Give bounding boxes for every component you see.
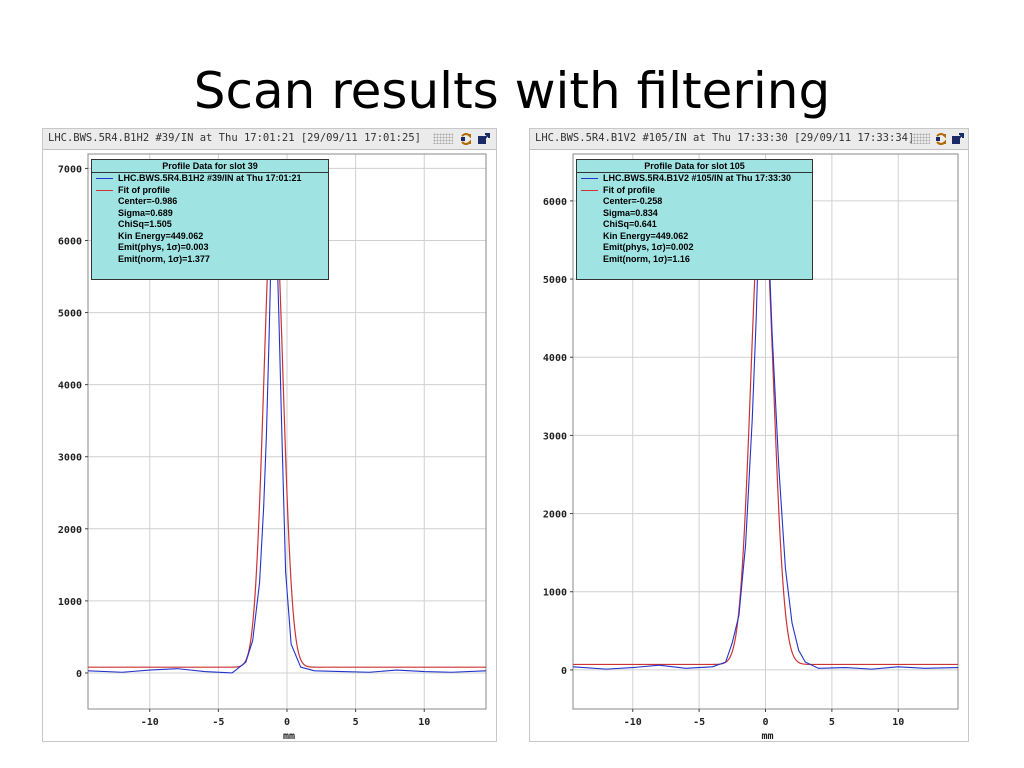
y-tick-label: 0 bbox=[76, 669, 82, 680]
stat-emit-norm: Emit(norm, 1σ)=1.377 bbox=[118, 253, 210, 264]
export-icon[interactable] bbox=[477, 132, 491, 146]
panel-title-bar: LHC.BWS.5R4.B1H2 #39/IN at Thu 17:01:21 … bbox=[43, 129, 496, 150]
x-tick-label: -10 bbox=[624, 717, 642, 728]
y-tick-label: 5000 bbox=[58, 309, 82, 320]
legend-entry-data: LHC.BWS.5R4.B1V2 #105/IN at Thu 17:33:30 bbox=[577, 173, 812, 185]
stat-chisq: ChiSq=1.505 bbox=[118, 219, 172, 229]
x-tick-label: -10 bbox=[141, 717, 159, 728]
resize-grip-icon[interactable] bbox=[433, 133, 453, 144]
y-tick-label: 7000 bbox=[58, 164, 82, 175]
y-tick-label: 2000 bbox=[58, 525, 82, 536]
y-tick-label: 6000 bbox=[543, 197, 567, 208]
y-tick-label: 3000 bbox=[58, 453, 82, 464]
legend-fit-label: Fit of profile bbox=[603, 184, 655, 195]
y-tick-label: 4000 bbox=[543, 353, 567, 364]
stat-sigma: Sigma=0.689 bbox=[118, 207, 173, 218]
data-swatch-icon bbox=[581, 178, 598, 179]
x-tick-label: 10 bbox=[418, 717, 430, 728]
x-tick-label: -5 bbox=[693, 717, 705, 728]
x-axis-label: mm bbox=[283, 731, 295, 740]
legend-fit-label: Fit of profile bbox=[118, 184, 170, 195]
stat-emit-norm: Emit(norm, 1σ)=1.16 bbox=[603, 253, 690, 264]
legend-entry-fit: Fit of profile bbox=[92, 185, 328, 197]
legend-entry-data: LHC.BWS.5R4.B1H2 #39/IN at Thu 17:01:21 bbox=[92, 173, 328, 185]
scan-panel-left: LHC.BWS.5R4.B1H2 #39/IN at Thu 17:01:21 … bbox=[42, 128, 497, 742]
x-tick-label: 0 bbox=[284, 717, 290, 728]
stat-kin-energy: Kin Energy=449.062 bbox=[118, 230, 204, 241]
x-axis-label: mm bbox=[761, 731, 773, 740]
x-tick-label: 5 bbox=[353, 717, 359, 728]
legend-series-label: LHC.BWS.5R4.B1V2 #105/IN at Thu 17:33:30 bbox=[603, 173, 792, 183]
panel-window-title: LHC.BWS.5R4.B1H2 #39/IN at Thu 17:01:21 … bbox=[48, 132, 421, 144]
x-tick-label: 5 bbox=[829, 717, 835, 728]
scan-panel-right: LHC.BWS.5R4.B1V2 #105/IN at Thu 17:33:30… bbox=[529, 128, 969, 742]
y-tick-label: 2000 bbox=[543, 510, 567, 521]
x-tick-label: -5 bbox=[212, 717, 224, 728]
panel-title-bar: LHC.BWS.5R4.B1V2 #105/IN at Thu 17:33:30… bbox=[530, 129, 968, 150]
refresh-icon[interactable] bbox=[459, 132, 473, 146]
stat-emit-phys: Emit(phys, 1σ)=0.002 bbox=[603, 242, 694, 252]
refresh-icon[interactable] bbox=[934, 132, 948, 146]
y-tick-label: 5000 bbox=[543, 275, 567, 286]
legend-box-right: Profile Data for slot 105 LHC.BWS.5R4.B1… bbox=[576, 159, 813, 280]
data-swatch-icon bbox=[96, 178, 113, 179]
y-tick-label: 1000 bbox=[58, 597, 82, 608]
fit-profile-line bbox=[88, 183, 486, 668]
stat-center: Center=-0.986 bbox=[118, 196, 178, 206]
stat-emit-phys: Emit(phys, 1σ)=0.003 bbox=[118, 242, 209, 252]
stat-chisq: ChiSq=0.641 bbox=[603, 219, 657, 229]
x-tick-label: 10 bbox=[892, 717, 904, 728]
stat-kin-energy: Kin Energy=449.062 bbox=[603, 230, 689, 241]
fit-swatch-icon bbox=[581, 189, 598, 191]
y-tick-label: 4000 bbox=[58, 381, 82, 392]
resize-grip-icon[interactable] bbox=[910, 133, 930, 144]
y-tick-label: 0 bbox=[561, 666, 567, 677]
legend-header: Profile Data for slot 39 bbox=[92, 160, 328, 173]
fit-swatch-icon bbox=[96, 189, 113, 191]
legend-box-left: Profile Data for slot 39 LHC.BWS.5R4.B1H… bbox=[91, 159, 329, 280]
export-icon[interactable] bbox=[951, 132, 965, 146]
stat-sigma: Sigma=0.834 bbox=[603, 207, 658, 218]
legend-series-label: LHC.BWS.5R4.B1H2 #39/IN at Thu 17:01:21 bbox=[118, 173, 302, 183]
slide-title: Scan results with filtering bbox=[193, 62, 831, 120]
stat-center: Center=-0.258 bbox=[603, 196, 663, 206]
y-tick-label: 3000 bbox=[543, 431, 567, 442]
x-tick-label: 0 bbox=[762, 717, 768, 728]
legend-entry-fit: Fit of profile bbox=[577, 185, 812, 197]
panel-window-title: LHC.BWS.5R4.B1V2 #105/IN at Thu 17:33:30… bbox=[535, 132, 915, 144]
y-tick-label: 6000 bbox=[58, 236, 82, 247]
y-tick-label: 1000 bbox=[543, 588, 567, 599]
legend-header: Profile Data for slot 105 bbox=[577, 160, 812, 173]
